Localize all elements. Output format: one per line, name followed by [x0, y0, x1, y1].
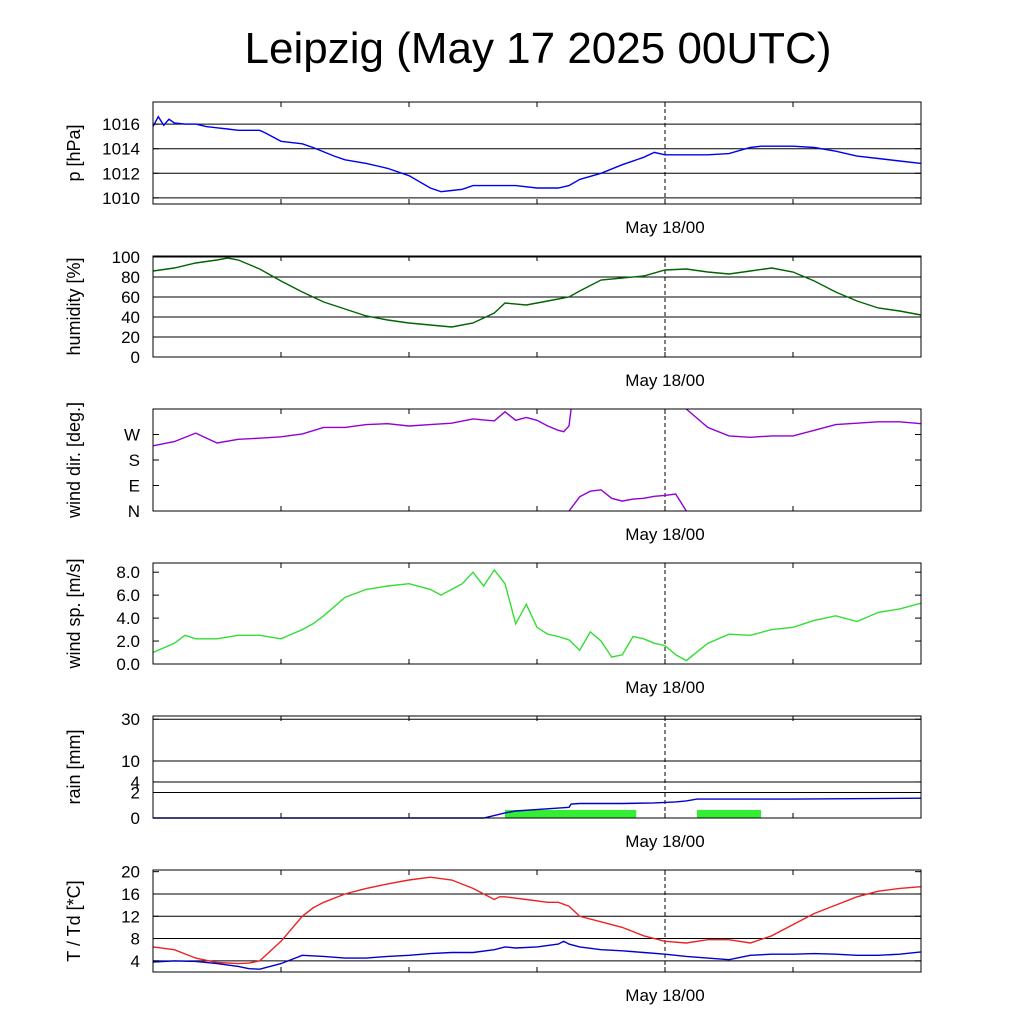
y-tick-label: 0.0 [116, 655, 140, 674]
y-tick-label: 30 [121, 710, 140, 729]
y-tick-label: 6.0 [116, 586, 140, 605]
pressure-series-line [152, 115, 922, 193]
td-series-line [152, 940, 922, 970]
y-tick-label: 0 [131, 809, 140, 828]
y-axis-label: p [hPa] [64, 124, 84, 181]
y-tick-label: 8 [131, 930, 140, 949]
y-axis-label: wind sp. [m/s] [64, 558, 84, 669]
x-tick-label: May 18/00 [625, 218, 704, 237]
y-tick-label: 100 [112, 248, 140, 267]
y-tick-label: 1016 [102, 115, 140, 134]
plot-frame [152, 255, 922, 358]
x-tick-label: May 18/00 [625, 986, 704, 1005]
panel-rain: May 18/00 0 24 10 30 rain [mm] [64, 710, 922, 851]
t-series-line [152, 876, 922, 965]
y-tick-label: N [128, 502, 140, 521]
y-tick-label: 1012 [102, 164, 140, 183]
plot-frame [152, 869, 922, 973]
y-tick-label: 2 [131, 784, 140, 803]
wind-speed-series-line [152, 568, 922, 662]
y-tick-label: 1010 [102, 189, 140, 208]
y-tick-label: 80 [121, 268, 140, 287]
y-axis-label: T / Td [*C] [64, 880, 84, 961]
rain-bar [505, 809, 637, 818]
panel-wind-speed: May 18/00 0.0 2.0 4.0 6.0 8.0 wind sp. [m/s] [64, 558, 922, 697]
y-axis-label: wind dir. [deg.] [64, 402, 84, 519]
y-axis-label: humidity [%] [64, 257, 84, 355]
y-tick-label: 40 [121, 308, 140, 327]
y-tick-label: E [129, 477, 140, 496]
y-tick-label: 1014 [102, 140, 140, 159]
y-tick-label: 0 [131, 348, 140, 367]
y-tick-label: W [124, 426, 140, 445]
y-tick-label: 4 [131, 773, 140, 792]
rain-bar [697, 809, 761, 818]
y-tick-label: 2.0 [116, 632, 140, 651]
y-tick-label: 60 [121, 288, 140, 307]
wind-direction-series-line [568, 489, 687, 512]
wind-direction-series-line [152, 408, 572, 447]
x-tick-label: May 18/00 [625, 832, 704, 851]
plot-frame [152, 715, 922, 819]
y-tick-label: 20 [121, 863, 140, 882]
y-tick-label: 16 [121, 885, 140, 904]
y-tick-label: 10 [121, 752, 140, 771]
rain-series-line [153, 797, 922, 819]
plot-frame [152, 101, 922, 205]
y-tick-label: 20 [121, 328, 140, 347]
y-tick-label: 12 [121, 907, 140, 926]
y-axis-label: rain [mm] [64, 729, 84, 804]
panel-pressure: May 18/00 1010 1012 1014 1016 p [hPa] [64, 101, 922, 237]
y-tick-label: S [129, 451, 140, 470]
x-tick-label: May 18/00 [625, 525, 704, 544]
y-tick-label: 4.0 [116, 609, 140, 628]
wind-direction-series-line [685, 408, 922, 439]
x-tick-label: May 18/00 [625, 678, 704, 697]
plot-frame [152, 562, 922, 665]
y-tick-label: 4 [131, 952, 140, 971]
chart-title: Leipzig (May 17 2025 00UTC) [244, 24, 832, 73]
plot-frame [152, 408, 922, 512]
x-tick-label: May 18/00 [625, 371, 704, 390]
panel-temperature-dewpoint: May 18/00 4 8 12 16 20 T / Td [*C] [64, 863, 922, 1005]
humidity-series-line [152, 257, 922, 328]
y-tick-label: 8.0 [116, 563, 140, 582]
